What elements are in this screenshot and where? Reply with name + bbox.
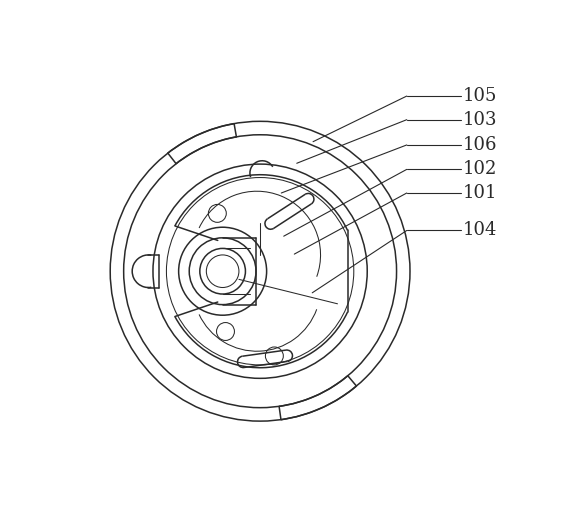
Text: 105: 105: [463, 87, 497, 105]
Text: 104: 104: [463, 222, 497, 240]
Text: 106: 106: [463, 136, 497, 154]
Text: 102: 102: [463, 160, 497, 178]
Text: 103: 103: [463, 111, 497, 129]
Text: 101: 101: [463, 184, 497, 202]
